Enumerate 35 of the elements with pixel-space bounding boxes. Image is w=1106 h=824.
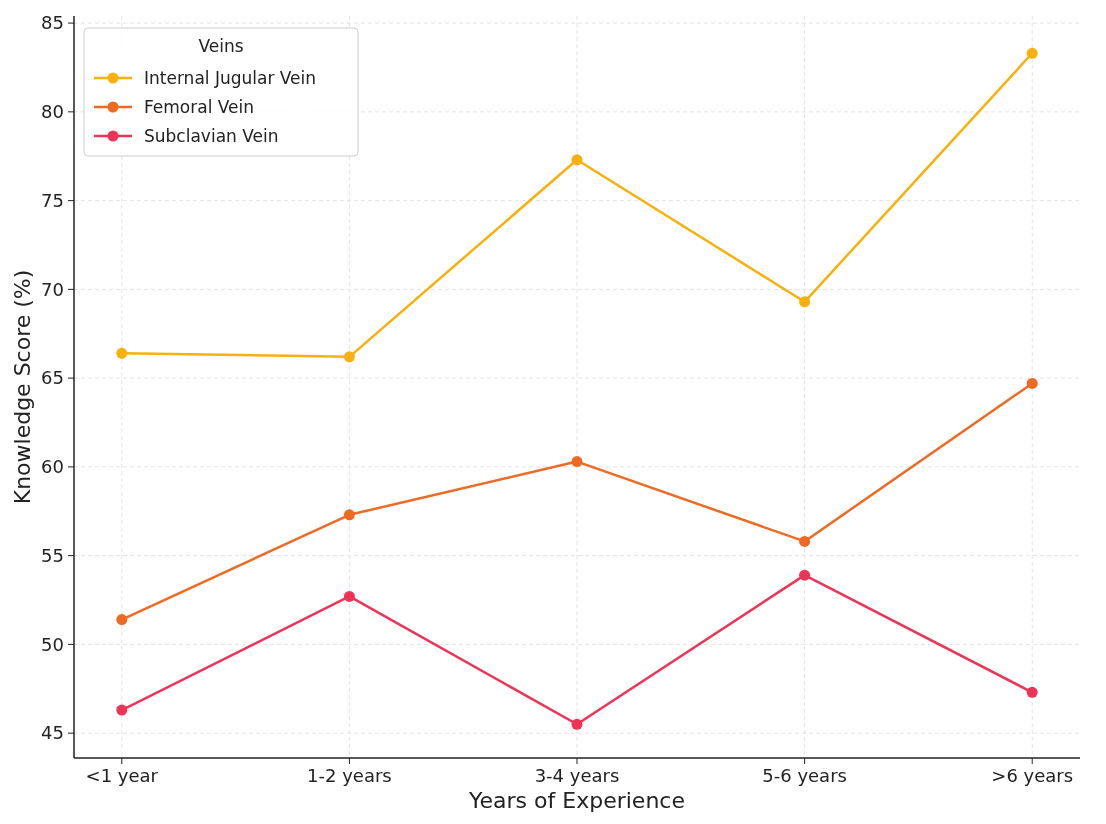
point [799, 296, 811, 308]
x-axis-title: Years of Experience [468, 788, 685, 813]
x-tick-label: 5-6 years [762, 765, 847, 786]
y-tick-label: 45 [41, 722, 64, 744]
point [343, 590, 355, 602]
legend-title: Veins [198, 36, 244, 56]
point [571, 718, 583, 730]
point [116, 704, 128, 716]
y-axis-title: Knowledge Score (%) [10, 269, 35, 505]
y-tick-label: 80 [41, 101, 64, 123]
point [1026, 377, 1038, 389]
point [571, 154, 583, 166]
y-tick-label: 70 [41, 278, 64, 300]
point [1026, 47, 1038, 59]
point [116, 614, 128, 626]
x-tick-label: >6 years [991, 765, 1074, 786]
x-tick-label: 3-4 years [534, 765, 620, 786]
legend-label: Internal Jugular Vein [144, 67, 317, 88]
y-tick-label: 50 [41, 633, 64, 655]
y-tick-label: 60 [41, 456, 64, 478]
y-tick-label: 55 [41, 544, 64, 566]
legend-label: Femoral Vein [144, 96, 255, 117]
point [1026, 686, 1038, 698]
point [343, 351, 355, 363]
y-tick-label: 75 [41, 189, 64, 211]
point [116, 347, 128, 359]
point [799, 569, 811, 581]
point [799, 535, 811, 547]
point [343, 509, 355, 521]
x-tick-label: 1-2 years [307, 765, 392, 786]
point [571, 456, 583, 468]
legend-label: Subclavian Vein [144, 125, 279, 146]
x-tick-label: <1 year [85, 765, 159, 786]
y-tick-label: 85 [41, 12, 64, 34]
y-tick-label: 65 [41, 367, 64, 389]
